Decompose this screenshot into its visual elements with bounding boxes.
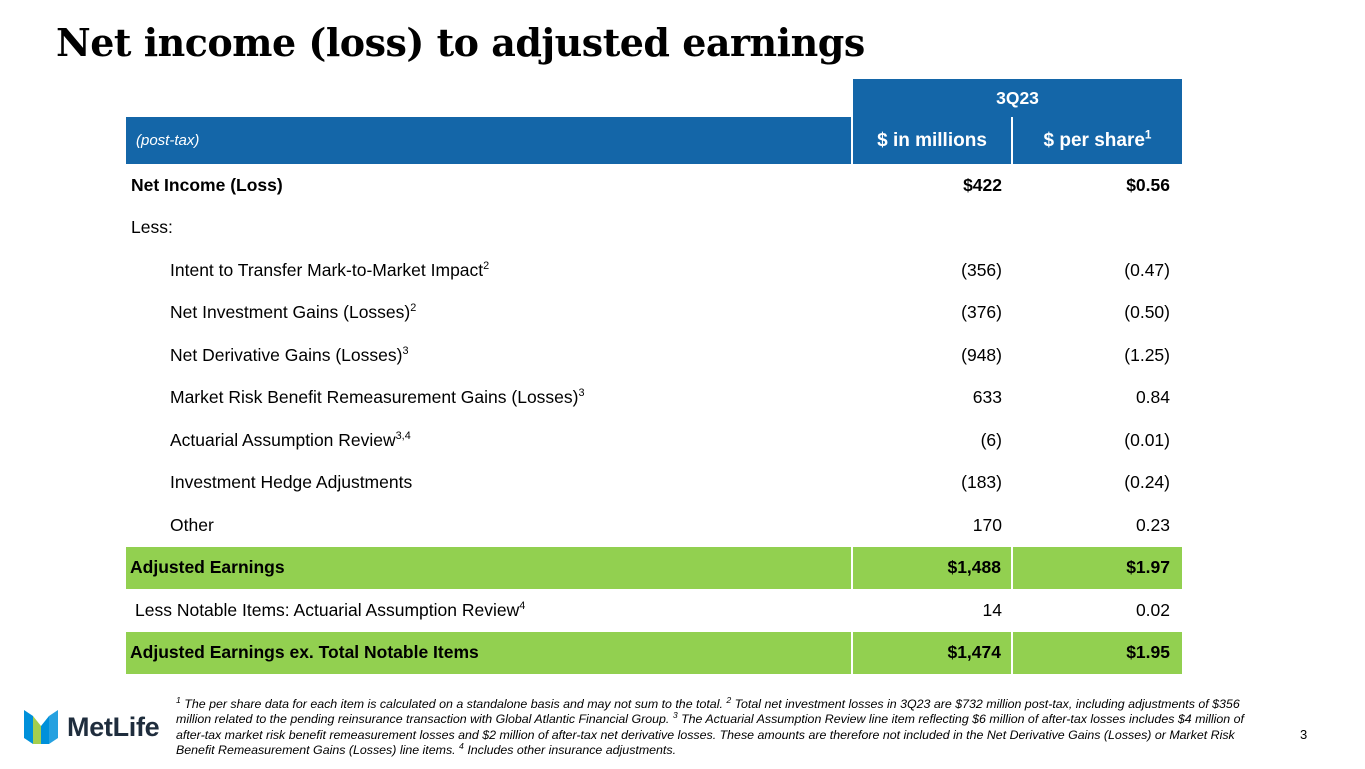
row-per-share: 0.23 xyxy=(1135,514,1170,535)
table-row: Actuarial Assumption Review3,4 (6) (0.01… xyxy=(126,419,1182,462)
period-header: 3Q23 xyxy=(851,79,1182,117)
table-row: Net Investment Gains (Losses)2 (376) (0.… xyxy=(126,292,1182,335)
row-per-share: (0.01) xyxy=(1124,429,1170,450)
row-millions: $1,474 xyxy=(851,631,1012,674)
metlife-logo: MetLife xyxy=(24,710,160,744)
row-label: Net Income (Loss) xyxy=(131,174,283,195)
row-per-share: (0.24) xyxy=(1124,472,1170,493)
footnote-ref: 2 xyxy=(410,302,417,315)
row-per-share: $0.56 xyxy=(1126,174,1170,195)
metlife-wordmark: MetLife xyxy=(67,711,160,742)
row-per-share: (0.47) xyxy=(1124,259,1170,280)
row-label: Less Notable Items: Actuarial Assumption… xyxy=(135,599,526,620)
table-row: Other 170 0.23 xyxy=(126,504,1182,547)
row-label: Investment Hedge Adjustments xyxy=(170,472,413,493)
row-millions: $422 xyxy=(963,174,1002,195)
row-per-share: 0.02 xyxy=(1135,599,1170,620)
row-millions: (6) xyxy=(980,429,1002,450)
row-per-share: $1.97 xyxy=(1011,546,1182,589)
row-per-share xyxy=(1012,207,1182,250)
row-millions: 170 xyxy=(972,514,1002,535)
row-millions: 14 xyxy=(982,599,1002,620)
row-label: Market Risk Benefit Remeasurement Gains … xyxy=(170,387,585,408)
basis-label: (post-tax) xyxy=(126,117,852,164)
row-per-share: $1.95 xyxy=(1011,631,1182,674)
adjusted-earnings-row: Adjusted Earnings $1,488 $1.97 xyxy=(126,546,1182,589)
period-header-row: 3Q23 xyxy=(126,79,1182,117)
row-millions: 633 xyxy=(972,387,1002,408)
table-row: Less Notable Items: Actuarial Assumption… xyxy=(126,589,1182,632)
row-millions: (183) xyxy=(961,472,1002,493)
row-millions: (356) xyxy=(961,259,1002,280)
col-header-millions: $ in millions xyxy=(851,117,1012,164)
row-label: Adjusted Earnings ex. Total Notable Item… xyxy=(126,631,852,674)
slide-title: Net income (loss) to adjusted earnings xyxy=(56,20,865,65)
row-label: Net Investment Gains (Losses)2 xyxy=(170,302,417,323)
row-label: Less: xyxy=(131,217,173,238)
row-per-share: (0.50) xyxy=(1124,302,1170,323)
row-label: Net Derivative Gains (Losses)3 xyxy=(170,344,409,365)
row-millions xyxy=(852,207,1012,250)
col-header-per-share: $ per share1 xyxy=(1011,117,1182,164)
table-row: Net Income (Loss) $422 $0.56 xyxy=(126,164,1182,207)
row-label: Intent to Transfer Mark-to-Market Impact… xyxy=(170,259,490,280)
table-row: Less: xyxy=(126,207,1182,250)
footnote-ref: 3,4 xyxy=(395,429,411,442)
table-row: Net Derivative Gains (Losses)3 (948) (1.… xyxy=(126,334,1182,377)
table-row: Market Risk Benefit Remeasurement Gains … xyxy=(126,377,1182,420)
footnote-ref: 2 xyxy=(483,259,490,272)
footnote-ref: 1 xyxy=(1144,128,1152,142)
row-per-share: 0.84 xyxy=(1135,387,1170,408)
row-label: Other xyxy=(170,514,214,535)
metlife-logo-icon xyxy=(24,710,58,744)
table-row: Intent to Transfer Mark-to-Market Impact… xyxy=(126,249,1182,292)
table-row: Investment Hedge Adjustments (183) (0.24… xyxy=(126,462,1182,505)
row-millions: $1,488 xyxy=(851,546,1012,589)
footnote-ref: 4 xyxy=(519,599,526,612)
row-millions: (948) xyxy=(961,344,1002,365)
column-header-row: (post-tax) $ in millions $ per share1 xyxy=(126,117,1182,164)
row-label: Adjusted Earnings xyxy=(126,546,852,589)
footnote-ref: 3 xyxy=(402,344,409,357)
row-label: Actuarial Assumption Review3,4 xyxy=(170,429,411,450)
footnotes: 1 The per share data for each item is ca… xyxy=(176,694,1244,757)
row-millions: (376) xyxy=(961,302,1002,323)
reconciliation-table: 3Q23 (post-tax) $ in millions $ per shar… xyxy=(126,79,1182,674)
footnote-ref: 3 xyxy=(578,387,585,400)
page-number: 3 xyxy=(1300,727,1308,742)
row-per-share: (1.25) xyxy=(1124,344,1170,365)
adjusted-earnings-ex-notable-row: Adjusted Earnings ex. Total Notable Item… xyxy=(126,631,1182,674)
